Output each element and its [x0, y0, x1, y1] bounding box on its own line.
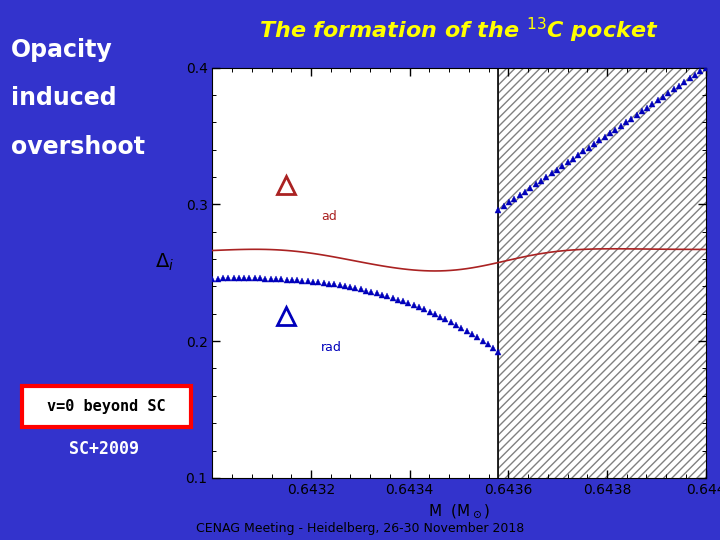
- Text: The formation of the $^{13}$C pocket: The formation of the $^{13}$C pocket: [259, 16, 659, 45]
- Text: overshoot: overshoot: [11, 135, 145, 159]
- Text: ad: ad: [321, 210, 337, 223]
- Text: Opacity: Opacity: [11, 38, 112, 62]
- Bar: [498, 68, 706, 478]
- Y-axis label: $\Delta_i$: $\Delta_i$: [155, 252, 174, 273]
- Text: SC+2009: SC+2009: [69, 440, 140, 458]
- X-axis label: M  (M$_\odot$): M (M$_\odot$): [428, 502, 490, 521]
- Text: CENAG Meeting - Heidelberg, 26-30 November 2018: CENAG Meeting - Heidelberg, 26-30 Novemb…: [196, 522, 524, 535]
- Text: rad: rad: [321, 341, 342, 354]
- Text: induced: induced: [11, 86, 117, 110]
- Text: v=0 beyond SC: v=0 beyond SC: [47, 399, 166, 414]
